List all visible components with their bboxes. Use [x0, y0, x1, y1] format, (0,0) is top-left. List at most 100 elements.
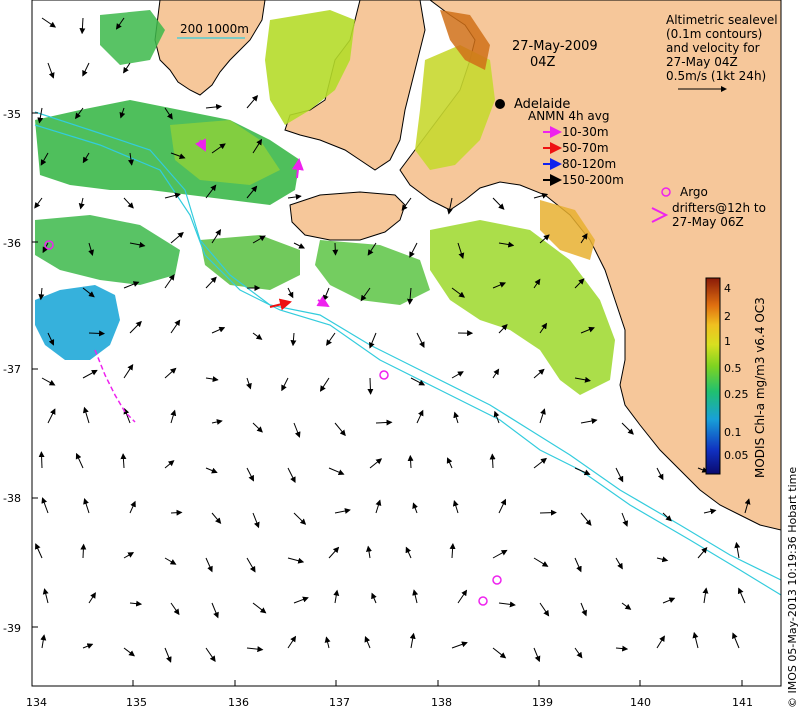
velocity-arrow	[409, 632, 416, 649]
velocity-arrow	[662, 512, 672, 522]
velocity-arrow	[83, 498, 90, 514]
plot-frame	[31, 0, 782, 687]
velocity-arrow	[451, 641, 468, 649]
velocity-arrow	[211, 602, 219, 619]
velocity-arrow	[115, 17, 125, 30]
velocity-arrow	[405, 546, 412, 559]
velocity-arrow	[170, 152, 186, 160]
velocity-arrow	[205, 184, 217, 199]
y-tick-label: -35	[3, 108, 21, 121]
velocity-arrow	[367, 377, 374, 395]
velocity-arrow	[34, 197, 43, 209]
velocity-arrow	[453, 411, 460, 424]
velocity-arrow	[744, 498, 751, 514]
velocity-arrow	[290, 332, 297, 347]
velocity-arrow	[246, 185, 258, 199]
velocity-arrow	[205, 557, 213, 573]
y-tick-label: -36	[3, 237, 21, 250]
velocity-arrow	[170, 409, 177, 424]
chl-patch-blue-west	[35, 285, 120, 360]
velocity-arrow	[75, 452, 84, 469]
velocity-arrow	[412, 589, 419, 604]
velocity-arrow	[164, 107, 173, 120]
velocity-arrow	[287, 287, 294, 299]
velocity-arrow	[41, 377, 56, 386]
colorbar-gradient	[705, 277, 721, 475]
velocity-arrow	[498, 601, 516, 608]
velocity-arrow	[82, 643, 94, 649]
velocity-arrow	[615, 645, 629, 652]
velocity-arrow	[205, 647, 216, 663]
velocity-arrow	[41, 497, 49, 514]
velocity-arrow	[170, 602, 180, 616]
velocity-arrow	[656, 556, 669, 563]
velocity-arrow	[734, 541, 741, 559]
altimetry-legend-line-4: 27-May 04Z	[666, 55, 738, 69]
velocity-arrow	[246, 95, 259, 109]
velocity-arrow	[401, 197, 412, 211]
velocity-arrow	[451, 371, 464, 379]
velocity-arrow	[129, 320, 142, 334]
velocity-arrow	[732, 632, 740, 649]
velocity-arrow	[498, 241, 515, 248]
mooring-arrow-magenta	[291, 158, 304, 179]
velocity-arrow	[697, 547, 708, 559]
velocity-arrow	[324, 636, 331, 649]
velocity-arrow	[82, 62, 90, 77]
chl-patch-spencer-gulf	[265, 10, 355, 125]
velocity-arrow	[360, 287, 371, 302]
chl-patch-green-sw	[200, 235, 300, 290]
velocity-arrow	[211, 229, 222, 244]
velocity-arrow	[493, 410, 500, 424]
anmn-legend-label: 10-30m	[562, 125, 609, 139]
mooring-arrow-magenta	[195, 138, 206, 152]
velocity-arrow	[692, 631, 699, 649]
isobath-legend-label: 200 1000m	[180, 22, 249, 36]
velocity-arrow	[47, 408, 56, 424]
velocity-arrow	[88, 330, 106, 337]
velocity-arrow	[164, 192, 181, 199]
velocity-arrow	[615, 557, 623, 570]
y-tick-label: -38	[3, 492, 21, 505]
velocity-arrow	[164, 367, 177, 379]
x-tick-label: 139	[532, 696, 553, 709]
velocity-arrow	[621, 512, 629, 527]
velocity-arrow	[80, 543, 87, 559]
velocity-arrow	[164, 557, 177, 565]
velocity-arrow	[416, 332, 425, 348]
velocity-arrow	[533, 557, 549, 567]
velocity-arrow	[452, 500, 459, 514]
velocity-arrow	[287, 635, 297, 649]
velocity-arrow	[252, 235, 266, 244]
velocity-arrow	[293, 512, 307, 525]
chl-patch-west-gulf-light	[170, 120, 280, 185]
velocity-arrow	[211, 143, 226, 154]
chl-patch-shelf-mid	[315, 240, 430, 305]
velocity-arrow	[580, 418, 598, 424]
velocity-arrow	[533, 278, 541, 289]
x-tick-label: 137	[329, 696, 350, 709]
velocity-arrow	[369, 458, 383, 469]
credit-text: © IMOS 05-May-2013 10:19:36 Hobart time	[786, 467, 799, 708]
velocity-arrow	[164, 274, 175, 289]
velocity-arrow	[615, 467, 624, 483]
eyre-peninsula-land	[154, 0, 266, 96]
velocity-arrow	[88, 592, 96, 604]
velocity-arrow	[407, 287, 414, 305]
y-tick-label: -37	[3, 363, 21, 376]
velocity-arrow	[47, 62, 55, 79]
chl-patch-gulf-head	[440, 10, 490, 70]
velocity-arrow	[492, 549, 508, 559]
colorbar-tick: 4	[724, 282, 731, 295]
y-tick-label: -39	[3, 622, 21, 635]
x-tick-label: 138	[431, 696, 452, 709]
velocity-arrow	[123, 647, 135, 657]
velocity-arrow	[205, 467, 218, 474]
velocity-arrow	[246, 646, 264, 653]
velocity-arrow	[129, 241, 146, 248]
argo-legend-line-2: drifters@12h to	[672, 201, 766, 215]
velocity-arrow	[287, 557, 305, 564]
x-tick-label: 134	[26, 696, 47, 709]
velocity-arrow	[40, 152, 49, 166]
